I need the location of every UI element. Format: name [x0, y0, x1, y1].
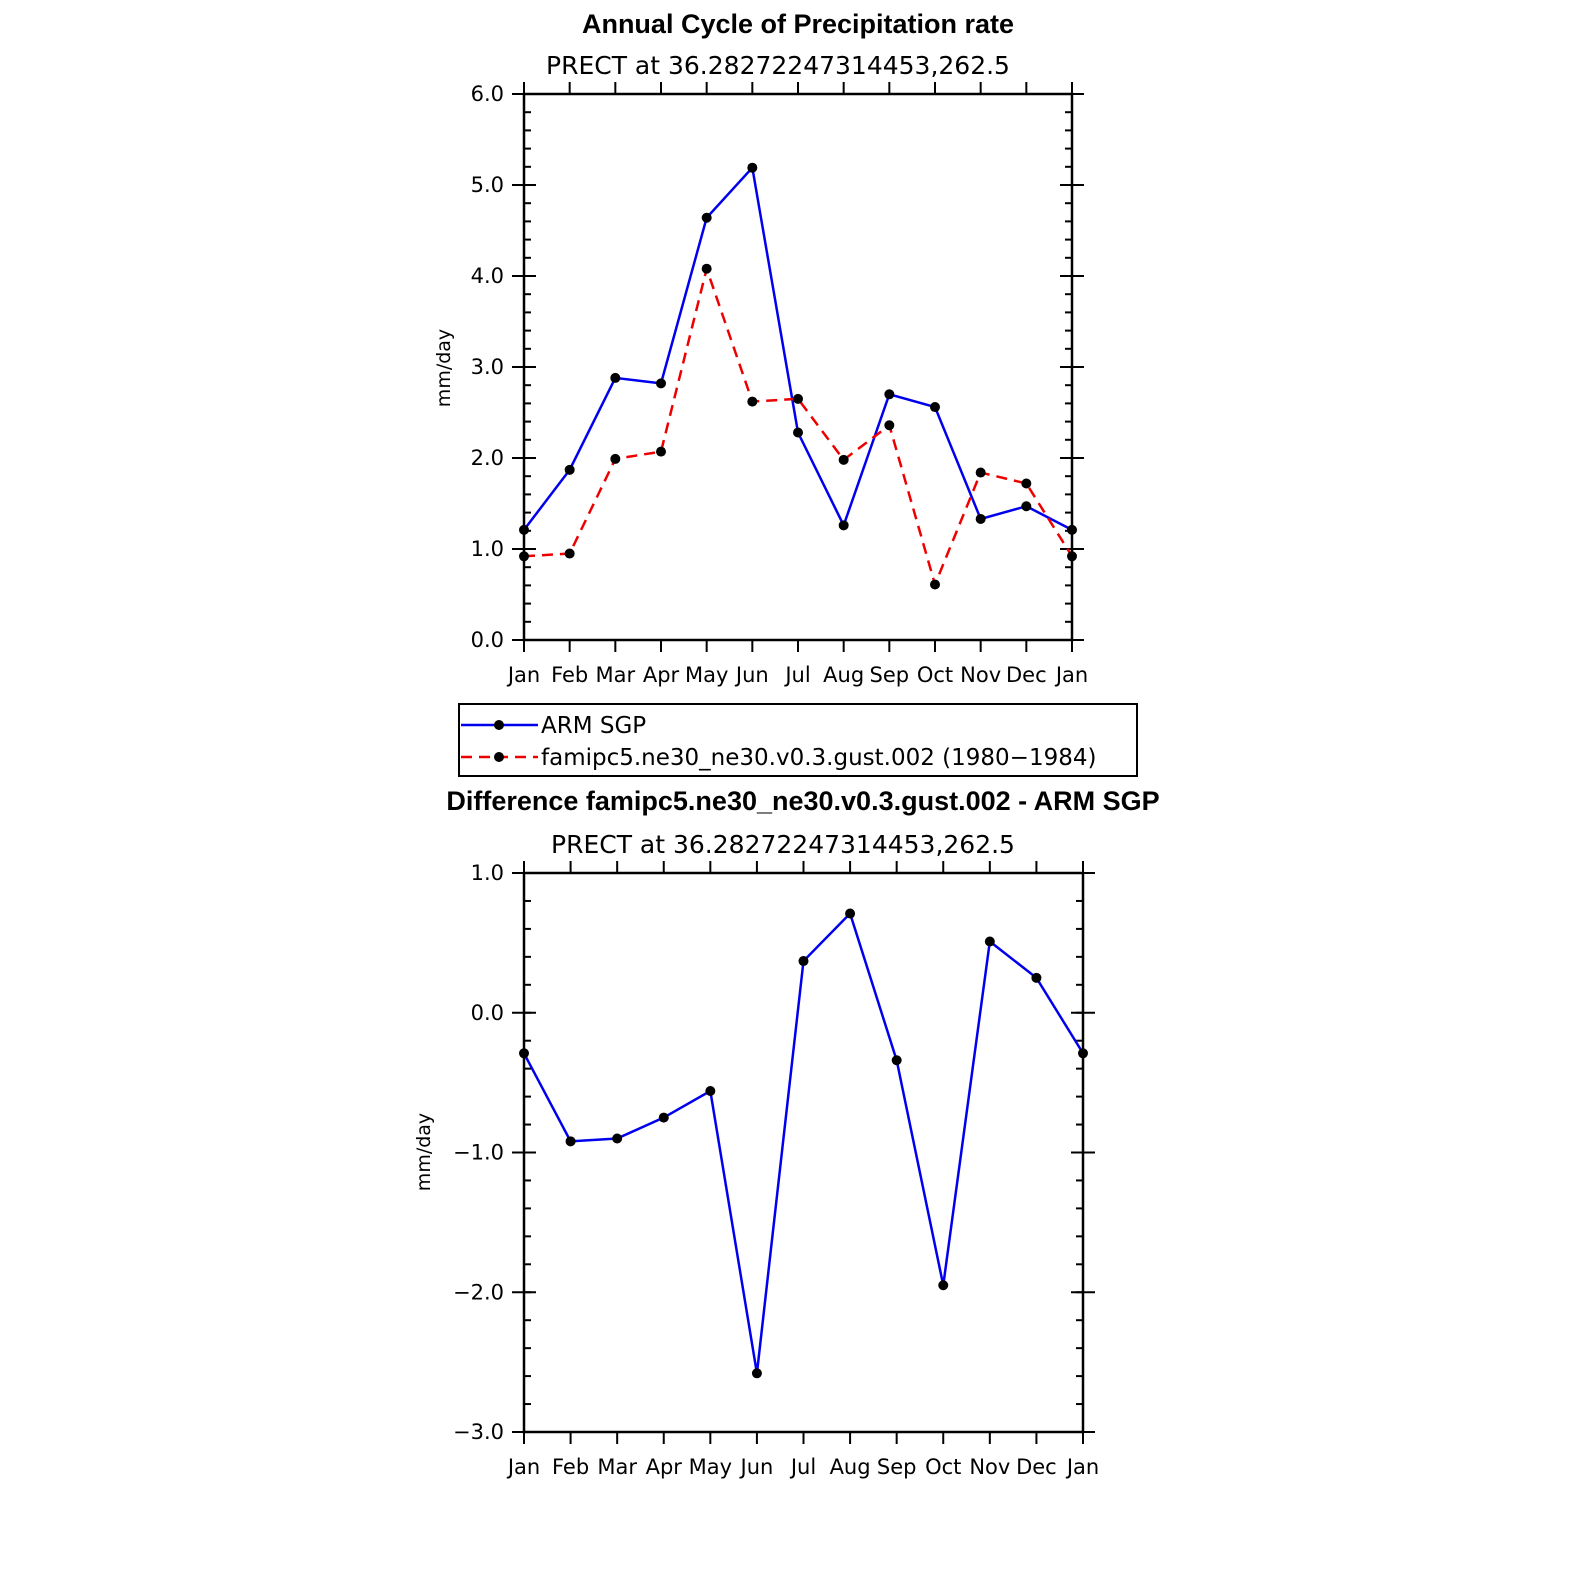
chart2-xtick-label: Mar [597, 1455, 637, 1479]
chart2-xtick-label: Nov [969, 1455, 1010, 1479]
chart2-ytick-label: −2.0 [453, 1280, 504, 1304]
chart1-series-0-point [930, 402, 940, 413]
chart1-series-0-point [838, 520, 849, 531]
chart1-ytick-label: 1.0 [471, 537, 504, 561]
chart1-series-0-point [747, 162, 758, 173]
chart2-series-0-point [845, 908, 856, 919]
chart2-xtick-label: May [689, 1455, 732, 1479]
chart2-xtick-label: Apr [646, 1455, 683, 1479]
legend-marker-model [494, 752, 504, 762]
chart1-series-1-point [564, 548, 575, 559]
chart1-series-0-point [975, 513, 986, 524]
chart1-xtick-label: Oct [917, 663, 953, 687]
legend-label-model: famipc5.ne30_ne30.v0.3.gust.002 (1980−19… [541, 745, 1096, 771]
chart1-series-1-point [519, 551, 529, 562]
chart2-series-0-point [891, 1055, 902, 1066]
chart1-series-0-point [610, 372, 621, 383]
chart2-xtick-label: Jun [739, 1455, 774, 1479]
chart1-xtick-label: May [685, 663, 728, 687]
chart1-ytick-label: 6.0 [471, 82, 504, 106]
chart1-xtick-label: Apr [643, 663, 680, 687]
chart2-title: Difference famipc5.ne30_ne30.v0.3.gust.0… [446, 786, 1159, 816]
chart2-plot: −3.0 −2.0 −1.0 0.0 1.0 Jan Feb Mar Apr May Jun Jul A… [453, 861, 1099, 1479]
chart1-series-1-point [747, 396, 758, 407]
chart1-ytick-label: 4.0 [471, 264, 504, 288]
chart1-ytick-label: 5.0 [471, 173, 504, 197]
chart2-ytick-label: −3.0 [453, 1420, 504, 1444]
chart1-series-1-point [975, 467, 986, 478]
legend-label-arm-sgp: ARM SGP [541, 713, 646, 739]
chart1-series-1-point [1067, 551, 1077, 562]
chart2-ytick-label: 0.0 [471, 1001, 504, 1025]
chart1-series-1-point [1021, 478, 1032, 489]
chart2-series-0-point [798, 956, 809, 967]
chart2-xtick-label: Jan [506, 1455, 540, 1479]
chart1-frame [522, 92, 1074, 642]
chart2-series-0-point [705, 1086, 716, 1097]
chart1-title: Annual Cycle of Precipitation rate [582, 9, 1014, 39]
chart1-series-1-point [793, 393, 803, 404]
chart1-xtick-label: Mar [596, 663, 636, 687]
chart1-series-0-point [884, 389, 895, 400]
chart1-xtick-label: Sep [870, 663, 910, 687]
chart1-series-1-point [610, 453, 621, 464]
chart1-xtick-label: Dec [1006, 663, 1047, 687]
chart2-xtick-label: Jul [789, 1455, 816, 1479]
chart1-series-0-point [564, 464, 575, 475]
chart1-series-1-point [656, 446, 666, 457]
chart1-ytick-label: 2.0 [471, 446, 504, 470]
chart2-xtick-label: Oct [925, 1455, 961, 1479]
chart1-xtick-label: Nov [960, 663, 1001, 687]
chart2-xtick-label: Dec [1016, 1455, 1057, 1479]
chart1-series-0-point [519, 524, 529, 535]
chart1-plot: 0.0 1.0 2.0 3.0 4.0 5.0 6.0 Jan Feb Mar Apr May Jun J… [471, 82, 1088, 687]
chart1-xtick-label: Jun [734, 663, 769, 687]
chart1-ytick-label: 0.0 [471, 628, 504, 652]
chart1-xtick-label: Jul [783, 663, 810, 687]
chart1-xtick-label: Jan [1054, 663, 1088, 687]
chart1-xtick-label: Feb [551, 663, 588, 687]
chart1-legend: ARM SGP famipc5.ne30_ne30.v0.3.gust.002 … [458, 703, 1138, 777]
chart2-xtick-label: Jan [1065, 1455, 1099, 1479]
chart1-series-1-point [701, 263, 712, 274]
chart2-series-0-point [658, 1112, 669, 1123]
chart2-xtick-label: Feb [552, 1455, 589, 1479]
chart2-xtick-label: Sep [877, 1455, 917, 1479]
chart2-series-0-point [565, 1136, 576, 1147]
chart2-series-0-point [519, 1048, 529, 1059]
chart2-xtick-label: Aug [830, 1455, 871, 1479]
chart1-ytick-label: 3.0 [471, 355, 504, 379]
legend-marker-arm-sgp [494, 720, 504, 730]
chart1-series-1-point [884, 420, 895, 431]
chart1-series-1-point [930, 579, 940, 590]
chart1-series-0-point [656, 378, 666, 389]
chart2-ytick-label: −1.0 [453, 1141, 504, 1165]
chart2-series-0-line [522, 911, 1085, 1374]
chart1-series-0-point [1021, 501, 1032, 512]
chart2-ylabel: mm/day [413, 1113, 435, 1191]
chart1-ylabel: mm/day [433, 329, 455, 407]
chart1-xtick-label: Aug [823, 663, 864, 687]
legend-box [458, 703, 1138, 777]
chart1-series-0-point [1067, 524, 1077, 535]
chart2-ytick-label: 1.0 [471, 861, 504, 885]
chart2-series-0-point [984, 936, 995, 947]
chart1-series-0-point [793, 427, 803, 438]
chart2-series-0-point [938, 1280, 949, 1291]
chart1-xtick-label: Jan [506, 663, 540, 687]
chart1-series-1-point [838, 454, 849, 465]
chart2-series-0-point [1078, 1048, 1088, 1059]
chart2-series-0-point [612, 1133, 623, 1144]
chart2-series-0-point [751, 1368, 762, 1379]
chart1-subtitle: PRECT at 36.28272247314453,262.5 [546, 51, 1010, 80]
chart2-subtitle: PRECT at 36.28272247314453,262.5 [551, 830, 1015, 859]
chart1-series-0-point [701, 212, 712, 223]
chart2-series-0-point [1031, 972, 1042, 983]
